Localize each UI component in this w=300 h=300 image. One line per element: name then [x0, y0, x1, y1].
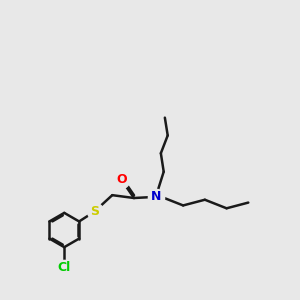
Text: N: N — [151, 190, 161, 203]
Text: S: S — [91, 205, 100, 218]
Text: O: O — [116, 173, 127, 186]
Text: Cl: Cl — [58, 261, 71, 274]
